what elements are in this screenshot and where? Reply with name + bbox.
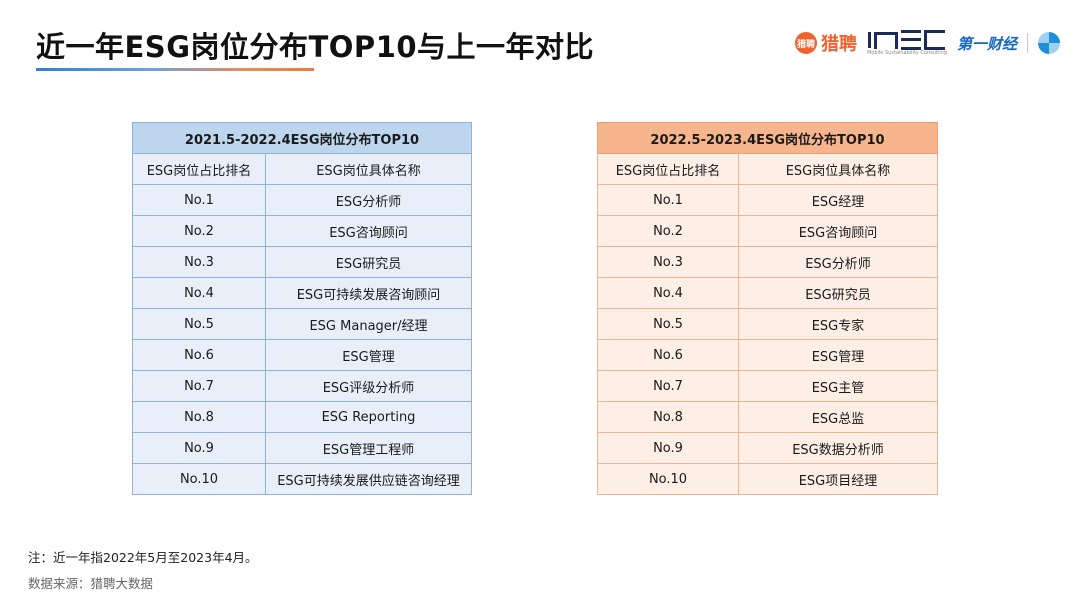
right-rank-cell: No.7	[597, 370, 739, 402]
right-col-header-name: ESG岗位具体名称	[738, 153, 938, 185]
left-table-header-row: ESG岗位占比排名 ESG岗位具体名称	[132, 153, 472, 185]
table-row: No.9 ESG管理工程师	[132, 432, 472, 464]
right-job-title-cell: ESG经理	[738, 184, 938, 216]
left-job-title-cell: ESG咨询顾问	[265, 215, 472, 247]
right-job-title-cell: ESG专家	[738, 308, 938, 340]
right-col-header-rank: ESG岗位占比排名	[597, 153, 739, 185]
right-rank-cell: No.8	[597, 401, 739, 433]
table-row: No.2 ESG咨询顾问	[597, 215, 938, 247]
left-col-header-rank: ESG岗位占比排名	[132, 153, 266, 185]
yicai-logo: 第一财经	[956, 34, 1017, 53]
liepin-badge-icon: 猎聘	[794, 32, 817, 54]
table-row: No.2 ESG咨询顾问	[132, 215, 472, 247]
right-rank-cell: No.1	[597, 184, 739, 216]
insc-wordmark-icon	[868, 30, 946, 50]
left-job-title-cell: ESG研究员	[265, 246, 472, 278]
table-row: No.4 ESG研究员	[597, 277, 938, 309]
left-rank-cell: No.3	[132, 246, 266, 278]
left-rank-cell: No.1	[132, 184, 266, 216]
table-row: No.10 ESG可持续发展供应链咨询经理	[132, 463, 472, 495]
insc-logo: Mobile Sustainability Consulting	[867, 30, 947, 56]
right-job-title-cell: ESG主管	[738, 370, 938, 402]
insc-tagline: Mobile Sustainability Consulting	[866, 50, 947, 56]
left-job-title-cell: ESG分析师	[265, 184, 472, 216]
left-job-title-cell: ESG Reporting	[265, 401, 472, 433]
left-rank-cell: No.10	[132, 463, 266, 495]
right-job-title-cell: ESG分析师	[738, 246, 938, 278]
left-table-caption: 2021.5-2022.4ESG岗位分布TOP10	[132, 122, 472, 154]
right-ranking-table: 2022.5-2023.4ESG岗位分布TOP10 ESG岗位占比排名 ESG岗…	[597, 122, 938, 495]
table-row: No.4 ESG可持续发展咨询顾问	[132, 277, 472, 309]
left-job-title-cell: ESG可持续发展供应链咨询经理	[265, 463, 472, 495]
table-row: No.1 ESG经理	[597, 184, 938, 216]
right-job-title-cell: ESG管理	[738, 339, 938, 371]
left-rank-cell: No.8	[132, 401, 266, 433]
right-rank-cell: No.10	[597, 463, 739, 495]
table-row: No.6 ESG管理	[597, 339, 938, 371]
right-job-title-cell: ESG项目经理	[738, 463, 938, 495]
right-job-title-cell: ESG数据分析师	[738, 432, 938, 464]
table-row: No.7 ESG评级分析师	[132, 370, 472, 402]
right-rank-cell: No.6	[597, 339, 739, 371]
right-rank-cell: No.9	[597, 432, 739, 464]
round-emblem-icon	[1038, 32, 1060, 54]
table-row: No.10 ESG项目经理	[597, 463, 938, 495]
left-rank-cell: No.7	[132, 370, 266, 402]
table-row: No.8 ESG Reporting	[132, 401, 472, 433]
table-row: No.5 ESG专家	[597, 308, 938, 340]
table-row: No.3 ESG分析师	[597, 246, 938, 278]
data-source: 数据来源：猎聘大数据	[28, 576, 154, 591]
left-col-header-name: ESG岗位具体名称	[265, 153, 472, 185]
logo-bar: 猎聘 猎聘 Mobile Sustainability Consulting 第…	[794, 26, 1060, 60]
logo-divider	[1027, 33, 1028, 53]
left-job-title-cell: ESG可持续发展咨询顾问	[265, 277, 472, 309]
left-job-title-cell: ESG管理	[265, 339, 472, 371]
table-row: No.6 ESG管理	[132, 339, 472, 371]
table-row: No.1 ESG分析师	[132, 184, 472, 216]
right-table-caption: 2022.5-2023.4ESG岗位分布TOP10	[597, 122, 938, 154]
footnote: 注：近一年指2022年5月至2023年4月。	[28, 550, 258, 565]
left-job-title-cell: ESG管理工程师	[265, 432, 472, 464]
right-rank-cell: No.4	[597, 277, 739, 309]
left-rank-cell: No.2	[132, 215, 266, 247]
right-rank-cell: No.3	[597, 246, 739, 278]
right-table-header-row: ESG岗位占比排名 ESG岗位具体名称	[597, 153, 938, 185]
left-rank-cell: No.6	[132, 339, 266, 371]
right-job-title-cell: ESG研究员	[738, 277, 938, 309]
title-underline	[36, 68, 314, 71]
liepin-logo: 猎聘 猎聘	[794, 30, 857, 56]
table-row: No.9 ESG数据分析师	[597, 432, 938, 464]
liepin-logo-text: 猎聘	[820, 34, 857, 55]
left-rank-cell: No.4	[132, 277, 266, 309]
table-row: No.8 ESG总监	[597, 401, 938, 433]
left-ranking-table: 2021.5-2022.4ESG岗位分布TOP10 ESG岗位占比排名 ESG岗…	[132, 122, 472, 495]
left-job-title-cell: ESG评级分析师	[265, 370, 472, 402]
right-job-title-cell: ESG咨询顾问	[738, 215, 938, 247]
right-job-title-cell: ESG总监	[738, 401, 938, 433]
table-row: No.3 ESG研究员	[132, 246, 472, 278]
table-row: No.5 ESG Manager/经理	[132, 308, 472, 340]
right-rank-cell: No.2	[597, 215, 739, 247]
left-rank-cell: No.9	[132, 432, 266, 464]
left-rank-cell: No.5	[132, 308, 266, 340]
left-job-title-cell: ESG Manager/经理	[265, 308, 472, 340]
table-row: No.7 ESG主管	[597, 370, 938, 402]
page-title: 近一年ESG岗位分布TOP10与上一年对比	[36, 30, 595, 64]
right-rank-cell: No.5	[597, 308, 739, 340]
